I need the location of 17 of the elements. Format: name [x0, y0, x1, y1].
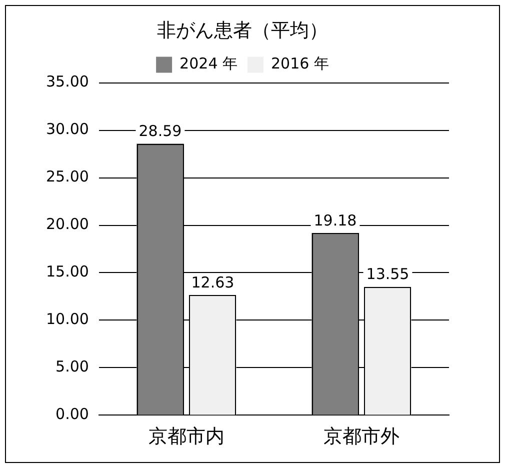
data-label: 28.59	[138, 122, 182, 140]
x-tick-label: 京都市内	[148, 426, 224, 448]
y-tick-label: 20.00	[46, 215, 89, 234]
data-label: 19.18	[314, 211, 357, 230]
chart-title: 非がん患者（平均）	[157, 19, 328, 42]
y-tick-label: 30.00	[46, 120, 89, 138]
y-tick-label: 0.00	[56, 405, 89, 424]
y-tick-label: 5.00	[56, 358, 89, 376]
data-label: 13.55	[366, 264, 410, 283]
y-tick-label: 25.00	[46, 168, 89, 186]
y-tick-label: 35.00	[46, 72, 89, 91]
data-label: 12.63	[191, 274, 234, 292]
y-tick-label: 10.00	[46, 310, 89, 328]
legend-label: 2016 年	[271, 54, 329, 73]
legend-label: 2024 年	[180, 54, 238, 73]
y-tick-label: 15.00	[46, 262, 89, 281]
x-tick-label: 京都市外	[323, 426, 400, 448]
